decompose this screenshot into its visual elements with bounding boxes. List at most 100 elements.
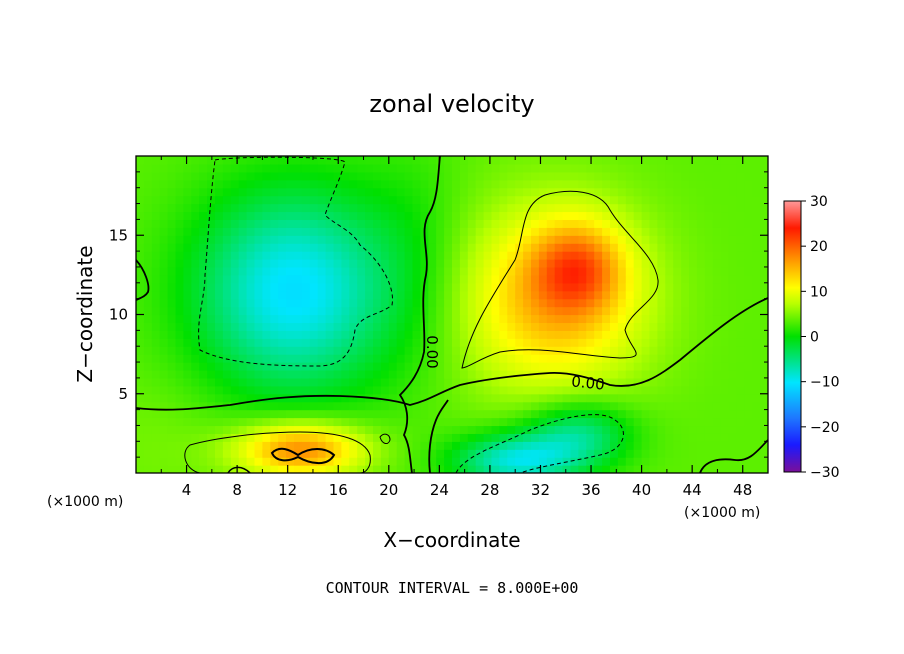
field-cell — [610, 409, 619, 419]
field-cell — [246, 377, 256, 387]
field-cell — [380, 417, 390, 427]
field-cell — [452, 433, 461, 442]
field-cell — [143, 306, 153, 316]
field-cell — [531, 195, 540, 205]
field-cell — [230, 282, 240, 292]
field-cell — [452, 187, 461, 197]
field-cell — [641, 282, 651, 292]
field-cell — [562, 433, 572, 442]
field-cell — [744, 322, 753, 331]
field-cell — [459, 433, 469, 442]
field-cell — [752, 203, 761, 213]
field-cell — [151, 227, 161, 236]
field-cell — [681, 282, 690, 292]
field-cell — [412, 449, 421, 458]
field-cell — [183, 441, 192, 450]
field-cell — [523, 156, 532, 165]
field-cell — [183, 322, 192, 331]
field-cell — [562, 362, 572, 371]
field-cell — [720, 187, 730, 197]
field-cell — [546, 306, 556, 316]
field-cell — [301, 377, 311, 387]
field-cell — [641, 346, 651, 355]
field-cell — [625, 195, 635, 205]
field-cell — [349, 290, 358, 300]
field-cell — [444, 465, 453, 473]
field-cell — [475, 385, 485, 395]
field-cell — [420, 465, 429, 473]
field-cell — [499, 156, 508, 165]
field-cell — [467, 298, 477, 308]
field-cell — [420, 156, 429, 165]
field-cell — [388, 338, 398, 347]
field-cell — [523, 417, 532, 427]
field-cell — [554, 322, 564, 331]
field-cell — [459, 298, 469, 308]
field-cell — [633, 441, 643, 450]
field-cell — [230, 219, 240, 228]
field-cell — [602, 163, 611, 173]
field-cell — [617, 465, 627, 473]
field-cell — [689, 417, 698, 427]
field-cell — [341, 338, 350, 347]
field-cell — [270, 187, 279, 197]
field-cell — [744, 203, 753, 213]
field-cell — [594, 449, 603, 458]
field-cell — [286, 457, 295, 466]
field-cell — [349, 171, 358, 181]
field-cell — [380, 203, 390, 213]
field-cell — [665, 227, 674, 236]
field-cell — [681, 417, 690, 427]
field-cell — [420, 203, 429, 213]
field-cell — [704, 401, 714, 411]
field-cell — [475, 179, 485, 189]
field-cell — [373, 211, 382, 221]
field-cell — [309, 369, 319, 379]
field-cell — [681, 314, 690, 324]
field-cell — [270, 385, 279, 395]
field-cell — [246, 195, 256, 205]
field-cell — [436, 290, 445, 300]
field-cell — [752, 266, 761, 276]
field-cell — [230, 235, 240, 244]
field-cell — [704, 235, 714, 244]
field-cell — [562, 274, 572, 284]
field-cell — [294, 163, 303, 173]
field-cell — [175, 298, 184, 308]
field-cell — [388, 401, 398, 411]
field-cell — [373, 298, 382, 308]
field-cell — [728, 203, 737, 213]
field-cell — [222, 282, 232, 292]
field-cell — [665, 417, 674, 427]
field-cell — [404, 163, 414, 173]
field-cell — [428, 235, 437, 244]
positive-contour-upper — [461, 190, 659, 369]
field-cell — [744, 171, 753, 181]
field-cell — [199, 235, 208, 244]
field-cell — [752, 401, 761, 411]
field-cell — [380, 369, 390, 379]
field-cell — [357, 425, 366, 434]
field-cell — [428, 449, 437, 458]
field-cell — [373, 330, 382, 339]
field-cell — [689, 290, 698, 300]
field-cell — [531, 330, 540, 339]
field-cell — [254, 401, 263, 411]
field-cell — [531, 354, 540, 363]
field-cell — [546, 227, 556, 236]
field-cell — [499, 314, 508, 324]
field-cell — [523, 449, 532, 458]
field-cell — [278, 354, 287, 363]
field-cell — [436, 211, 445, 221]
field-cell — [452, 298, 461, 308]
field-cell — [594, 219, 603, 228]
field-cell — [143, 401, 153, 411]
field-cell — [143, 354, 153, 363]
field-cell — [665, 219, 674, 228]
field-cell — [633, 465, 643, 473]
field-cell — [610, 171, 619, 181]
field-cell — [270, 195, 279, 205]
field-cell — [594, 433, 603, 442]
field-cell — [143, 457, 153, 466]
field-cell — [317, 266, 327, 276]
